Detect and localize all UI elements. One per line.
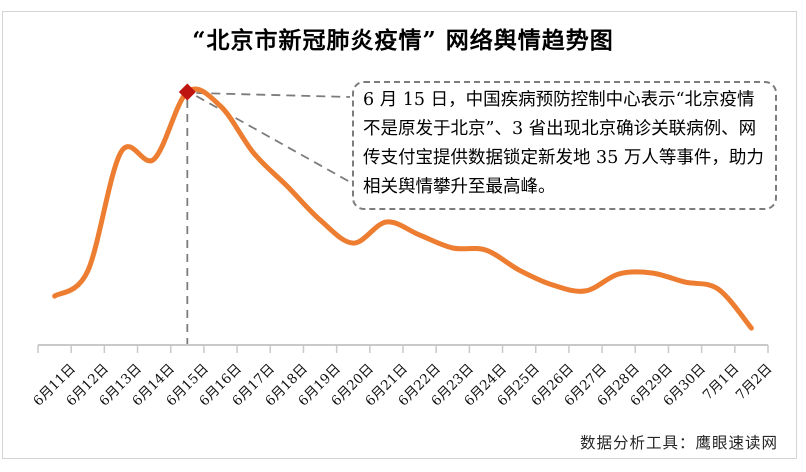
chart-frame	[2, 11, 797, 459]
trend-line	[52, 86, 754, 331]
callout-line-lower	[195, 95, 351, 183]
annotation-text: 6 月 15 日，中国疾病预防控制中心表示“北京疫情不是原发于北京”、3 省出现…	[363, 90, 764, 197]
annotation-callout: 6 月 15 日，中国疾病预防控制中心表示“北京疫情不是原发于北京”、3 省出现…	[352, 81, 777, 210]
chart-title: “北京市新冠肺炎疫情” 网络舆情趋势图	[192, 27, 614, 54]
callout-line-upper	[196, 92, 351, 98]
footer-credit: 数据分析工具：鹰眼速读网	[580, 431, 778, 453]
peak-marker-diamond	[178, 83, 196, 101]
footer-credit-text: 数据分析工具：鹰眼速读网	[579, 434, 778, 452]
